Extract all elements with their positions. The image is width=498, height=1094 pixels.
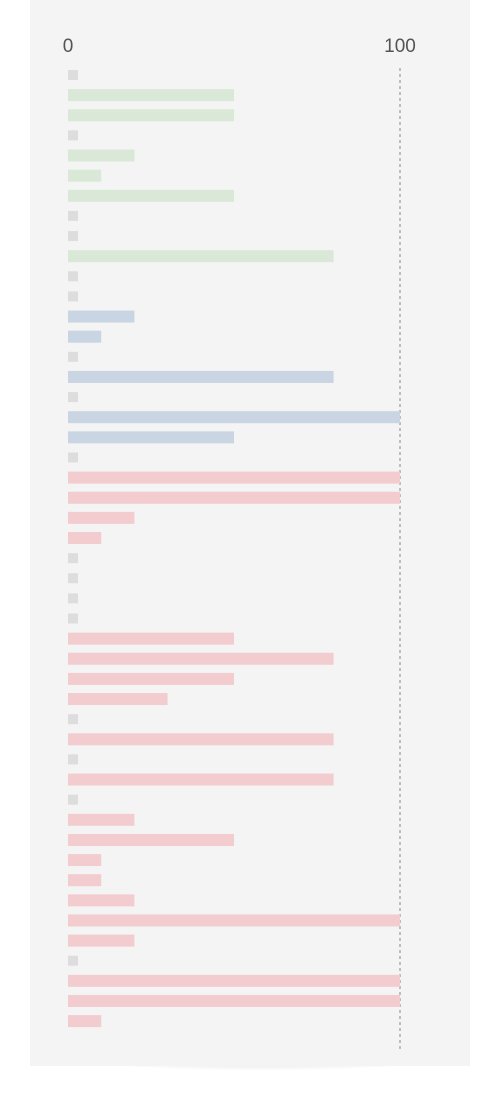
bar <box>68 411 400 424</box>
zero-bar <box>68 714 78 725</box>
bar <box>68 310 135 323</box>
bar <box>68 169 102 182</box>
zero-bar <box>68 231 78 242</box>
bar <box>68 672 234 685</box>
zero-bar <box>68 351 78 362</box>
x-tick-label: 0 <box>63 36 74 57</box>
bar <box>68 773 334 786</box>
bar <box>68 833 234 846</box>
bar <box>68 934 135 947</box>
bar <box>68 471 400 484</box>
bar <box>68 431 234 444</box>
bar <box>68 491 400 504</box>
bar <box>68 250 334 263</box>
zero-bar <box>68 553 78 564</box>
bar <box>68 854 102 867</box>
zero-bar <box>68 70 78 80</box>
zero-bar <box>68 794 78 805</box>
zero-bar <box>68 613 78 624</box>
bar <box>68 652 334 665</box>
bar <box>68 994 400 1007</box>
zero-bar <box>68 291 78 302</box>
bar <box>68 632 234 645</box>
zero-bar <box>68 452 78 463</box>
zero-bar <box>68 392 78 403</box>
bar <box>68 733 334 746</box>
zero-bar <box>68 573 78 584</box>
zero-bar <box>68 955 78 966</box>
panel <box>30 0 470 1066</box>
bar <box>68 914 400 927</box>
bar <box>68 1015 102 1028</box>
bar <box>68 531 102 544</box>
bar <box>68 89 234 102</box>
bar <box>68 974 400 987</box>
bar <box>68 874 102 887</box>
zero-bar <box>68 593 78 604</box>
bar <box>68 149 135 162</box>
bar <box>68 109 234 122</box>
bar <box>68 370 334 383</box>
zero-bar <box>68 130 78 141</box>
bar <box>68 330 102 343</box>
bar <box>68 189 234 202</box>
bar <box>68 894 135 907</box>
bar <box>68 511 135 524</box>
zero-bar <box>68 754 78 765</box>
x-tick-label: 100 <box>384 36 416 57</box>
zero-bar <box>68 210 78 221</box>
bar <box>68 693 168 706</box>
bar <box>68 813 135 826</box>
zero-bar <box>68 271 78 282</box>
